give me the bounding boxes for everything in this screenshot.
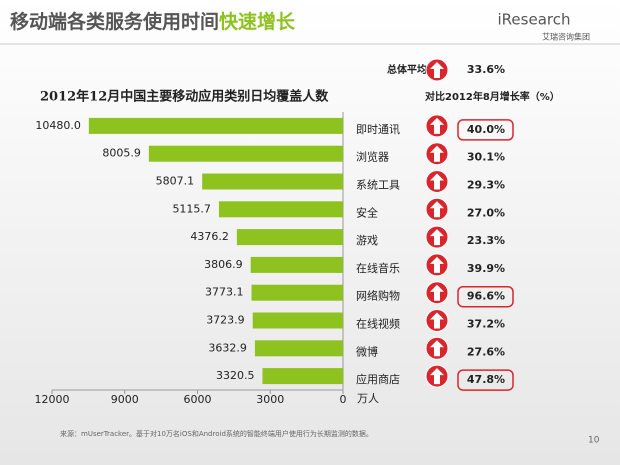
page-number: 10 bbox=[588, 436, 600, 446]
category-label: 应用商店 bbox=[356, 372, 400, 386]
x-unit: 万人 bbox=[357, 392, 379, 405]
x-tick-label: 6000 bbox=[184, 393, 212, 406]
growth-value: 27.0% bbox=[467, 206, 505, 219]
up-arrow-shape bbox=[430, 256, 444, 273]
up-arrow-shape bbox=[430, 117, 444, 134]
average-value: 33.6% bbox=[467, 63, 505, 76]
category-label: 网络购物 bbox=[356, 289, 400, 303]
value-label: 3806.9 bbox=[204, 258, 243, 271]
value-label: 10480.0 bbox=[35, 119, 81, 132]
growth-value: 29.3% bbox=[467, 179, 505, 192]
x-tick-label: 12000 bbox=[35, 393, 70, 406]
up-arrow-shape bbox=[430, 201, 444, 218]
growth-value: 30.1% bbox=[467, 151, 505, 164]
category-label: 安全 bbox=[356, 205, 378, 219]
up-arrow-shape bbox=[430, 312, 444, 329]
growth-value: 37.2% bbox=[467, 318, 505, 331]
value-label: 3723.9 bbox=[206, 314, 245, 327]
highlight-box bbox=[457, 119, 514, 141]
value-label: 3320.5 bbox=[216, 369, 255, 382]
bar bbox=[252, 312, 343, 329]
bar bbox=[148, 145, 343, 162]
x-tick-label: 3000 bbox=[256, 393, 284, 406]
value-label: 5807.1 bbox=[156, 175, 195, 188]
x-tick-label: 0 bbox=[340, 393, 347, 406]
bar bbox=[202, 173, 343, 190]
growth-value: 40.0% bbox=[467, 123, 505, 136]
title-main: 移动端各类服务使用时间 bbox=[10, 10, 219, 33]
bar bbox=[254, 340, 343, 357]
bar bbox=[262, 368, 343, 385]
bar bbox=[250, 256, 343, 273]
category-label: 即时通讯 bbox=[356, 123, 400, 136]
x-tick-label: 9000 bbox=[111, 393, 139, 406]
growth-value: 96.6% bbox=[467, 290, 505, 303]
up-arrow-shape bbox=[430, 284, 444, 301]
growth-title: 对比2012年8月增长率（%） bbox=[425, 90, 560, 103]
value-label: 5115.7 bbox=[172, 202, 211, 215]
highlight-box bbox=[457, 369, 514, 391]
category-label: 游戏 bbox=[356, 234, 378, 247]
bar bbox=[236, 229, 343, 246]
bar bbox=[218, 201, 343, 218]
logo-sub: 艾瑞咨询集团 bbox=[542, 32, 590, 42]
up-arrow-shape bbox=[430, 173, 444, 190]
up-arrow-shape bbox=[430, 145, 444, 162]
up-arrow-shape bbox=[430, 229, 444, 246]
source: 来源：mUserTracker。基于对10万名iOS和Android系统的智能终… bbox=[60, 429, 373, 438]
category-label: 在线音乐 bbox=[356, 261, 400, 275]
category-label: 在线视频 bbox=[356, 317, 400, 331]
growth-value: 27.6% bbox=[467, 345, 505, 358]
growth-value: 23.3% bbox=[467, 234, 505, 247]
bar bbox=[251, 284, 343, 301]
up-arrow-shape bbox=[430, 62, 444, 78]
value-label: 3632.9 bbox=[208, 341, 247, 354]
title-highlight: 快速增长 bbox=[219, 10, 296, 33]
value-label: 8005.9 bbox=[102, 147, 141, 160]
growth-value: 47.8% bbox=[467, 373, 505, 386]
title: 移动端各类服务使用时间快速增长 bbox=[10, 10, 296, 33]
chart-title: 2012年12月中国主要移动应用类别日均覆盖人数 bbox=[40, 89, 329, 105]
value-label: 3773.1 bbox=[205, 286, 244, 299]
up-arrow-shape bbox=[430, 340, 444, 357]
value-label: 4376.2 bbox=[190, 230, 229, 243]
average-label: 总体平均 bbox=[387, 63, 427, 76]
bar bbox=[88, 117, 343, 134]
logo: iResearch bbox=[498, 11, 571, 29]
growth-value: 39.9% bbox=[467, 262, 505, 275]
highlight-box bbox=[457, 285, 514, 308]
category-label: 微博 bbox=[356, 344, 378, 358]
category-label: 系统工具 bbox=[356, 179, 400, 192]
category-label: 浏览器 bbox=[356, 150, 389, 164]
up-arrow-shape bbox=[430, 368, 444, 385]
